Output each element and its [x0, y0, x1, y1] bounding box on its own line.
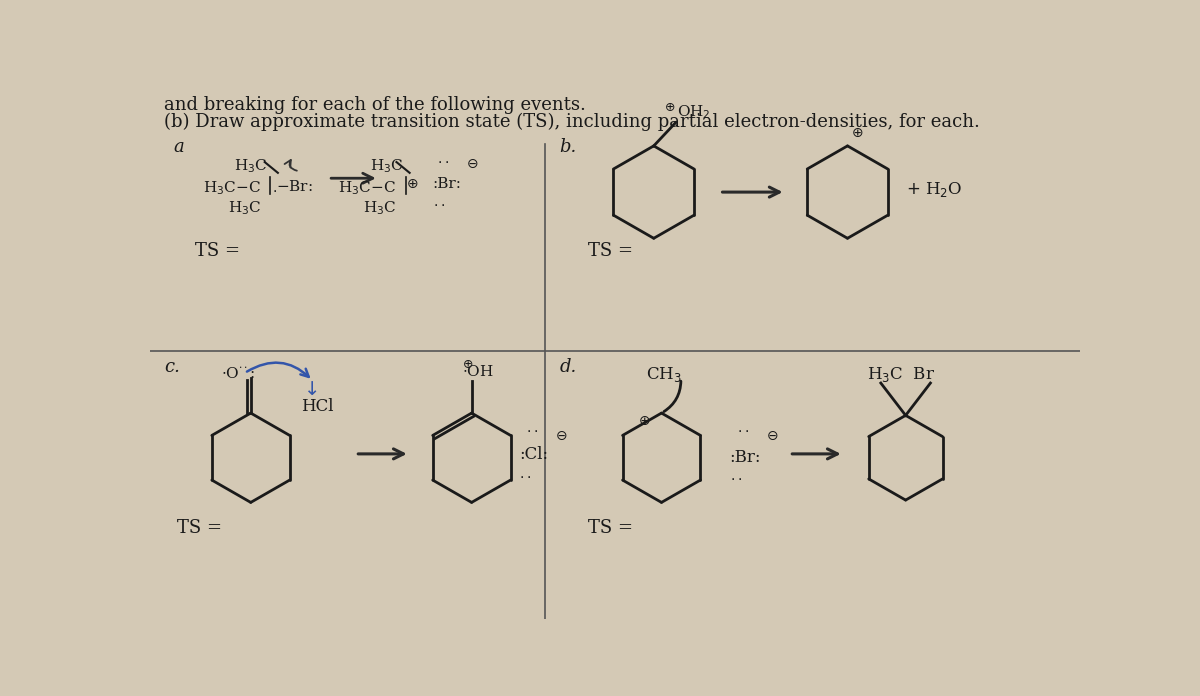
- Text: TS =: TS =: [194, 242, 240, 260]
- Text: TS =: TS =: [588, 519, 632, 537]
- Text: $\cdot$O$^{\cdot\cdot}$:: $\cdot$O$^{\cdot\cdot}$:: [221, 365, 256, 381]
- FancyArrowPatch shape: [664, 381, 680, 411]
- Text: (b) Draw approximate transition state (TS), including partial electron-densities: (b) Draw approximate transition state (T…: [164, 113, 980, 131]
- Text: $\downarrow$: $\downarrow$: [300, 381, 318, 399]
- Text: $\cdot\cdot$: $\cdot\cdot$: [437, 154, 449, 168]
- Text: H$_3$C: H$_3$C: [370, 157, 403, 175]
- Text: $\cdot$OH: $\cdot$OH: [462, 364, 494, 379]
- Text: :Cl:: :Cl:: [518, 446, 548, 464]
- Text: and breaking for each of the following events.: and breaking for each of the following e…: [164, 96, 586, 114]
- Text: $\cdot$: $\cdot$: [271, 183, 276, 197]
- Text: H$_3$C: H$_3$C: [364, 200, 396, 217]
- Text: CH$_3$: CH$_3$: [646, 365, 682, 384]
- Text: OH$_2$: OH$_2$: [677, 104, 710, 121]
- Text: $\ominus$: $\ominus$: [554, 429, 566, 443]
- Text: H$_3$C  Br: H$_3$C Br: [866, 365, 935, 384]
- Text: $\cdot\cdot$: $\cdot\cdot$: [526, 423, 538, 437]
- Text: a: a: [173, 139, 184, 156]
- Text: $\oplus$: $\oplus$: [851, 126, 864, 140]
- Text: $-$Br:: $-$Br:: [276, 179, 313, 194]
- Text: TS =: TS =: [588, 242, 632, 260]
- Text: $\cdot\cdot$: $\cdot\cdot$: [730, 470, 742, 485]
- Text: :Br:: :Br:: [433, 177, 462, 191]
- Text: d.: d.: [559, 358, 576, 376]
- Text: H$_3$C: H$_3$C: [234, 157, 268, 175]
- Text: $\oplus$: $\oplus$: [638, 414, 650, 428]
- Text: $+$ H$_2$O: $+$ H$_2$O: [906, 180, 962, 199]
- Text: $\cdot\cdot$: $\cdot\cdot$: [738, 423, 750, 437]
- Text: c.: c.: [164, 358, 180, 376]
- Text: $\cdot\cdot$: $\cdot\cdot$: [433, 198, 445, 212]
- Text: TS =: TS =: [178, 519, 222, 537]
- FancyArrowPatch shape: [247, 363, 308, 377]
- Text: $\oplus$: $\oplus$: [664, 100, 674, 113]
- Text: $\cdot\cdot$: $\cdot\cdot$: [518, 468, 530, 482]
- Text: :Br:: :Br:: [730, 448, 761, 466]
- FancyArrowPatch shape: [284, 160, 296, 171]
- Text: $\oplus$: $\oplus$: [462, 358, 473, 371]
- Text: $\ominus$: $\ominus$: [766, 429, 779, 443]
- Text: H$_3$C$-$C: H$_3$C$-$C: [338, 179, 396, 197]
- Text: b.: b.: [559, 139, 576, 156]
- Text: HCl: HCl: [301, 397, 334, 415]
- Text: $\oplus$: $\oplus$: [406, 177, 418, 191]
- Text: H$_3$C: H$_3$C: [228, 200, 260, 217]
- Text: $\ominus$: $\ominus$: [466, 157, 479, 171]
- Text: H$_3$C$-$C: H$_3$C$-$C: [203, 179, 260, 197]
